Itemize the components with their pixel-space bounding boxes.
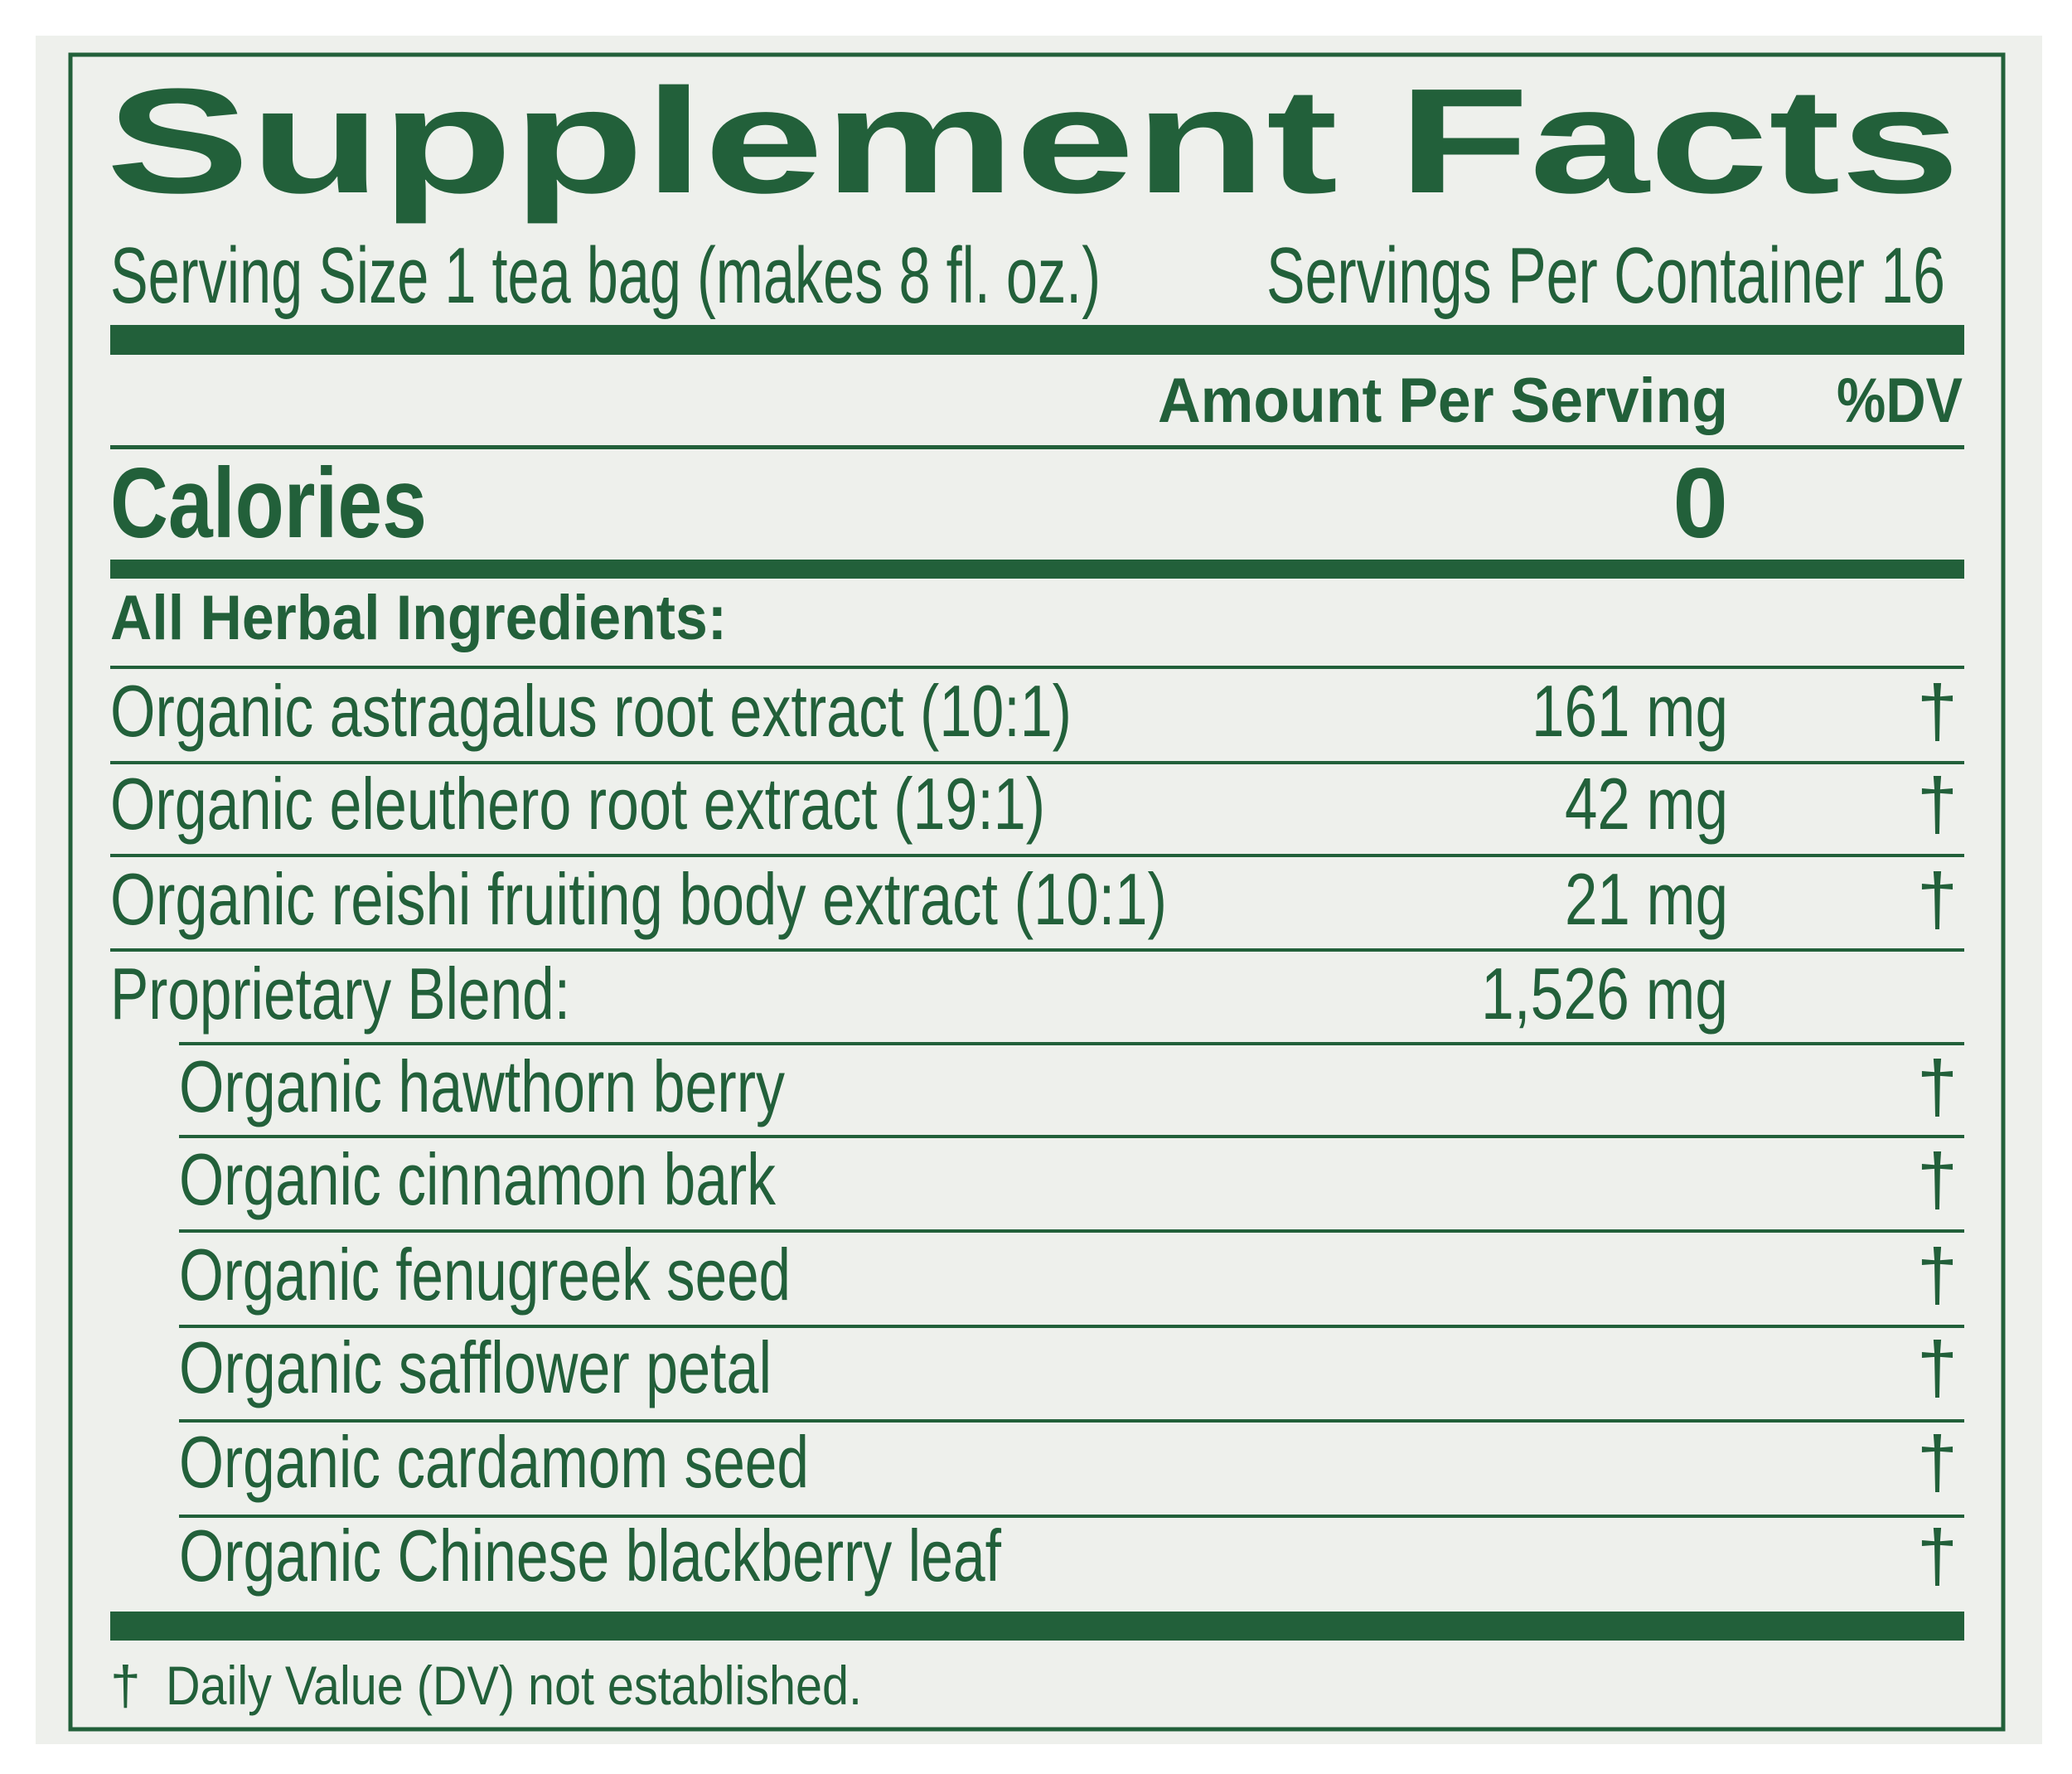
divider: [179, 1419, 1964, 1423]
dv-dagger: †: [1917, 1138, 1958, 1220]
ingredient-name: Organic eleuthero root extract (19:1): [110, 763, 1045, 845]
thick-divider: [110, 1612, 1964, 1641]
label-panel: [36, 36, 2042, 1744]
dv-dagger: †: [1917, 1515, 1958, 1597]
blend-item-row: Organic Chinese blackberry leaf †: [179, 1515, 1958, 1597]
dv-dagger: †: [1917, 1421, 1958, 1503]
blend-item-name: Organic fenugreek seed: [179, 1234, 791, 1316]
serving-size: Serving Size 1 tea bag (makes 8 fl. oz.): [110, 231, 1101, 320]
ingredient-row: Organic eleuthero root extract (19:1) 42…: [110, 763, 1958, 845]
divider: [110, 761, 1964, 764]
dv-dagger: †: [1917, 763, 1958, 845]
calories-label: Calories: [110, 448, 427, 559]
divider: [110, 666, 1964, 669]
footnote-text: Daily Value (DV) not established.: [166, 1655, 862, 1716]
divider: [179, 1135, 1964, 1138]
blend-item-row: Organic fenugreek seed †: [179, 1234, 1958, 1316]
header-daily-value: %DV: [1837, 366, 1963, 436]
ingredient-amount: 42 mg: [1565, 763, 1728, 845]
blend-item-row: Organic safflower petal †: [179, 1326, 1958, 1408]
divider: [179, 1042, 1964, 1045]
ingredient-name: Proprietary Blend:: [110, 952, 570, 1035]
section-heading: All Herbal Ingredients:: [110, 583, 727, 653]
ingredient-amount: 21 mg: [1565, 858, 1728, 940]
divider: [179, 1229, 1964, 1233]
blend-item-name: Organic Chinese blackberry leaf: [179, 1515, 1001, 1597]
divider: [179, 1515, 1964, 1518]
thick-divider: [110, 325, 1964, 355]
dv-dagger: †: [1917, 858, 1958, 940]
label-border: [68, 52, 2006, 1732]
ingredient-amount: 161 mg: [1532, 670, 1728, 752]
blend-item-name: Organic safflower petal: [179, 1326, 772, 1408]
ingredient-row: Organic reishi fruiting body extract (10…: [110, 858, 1958, 940]
blend-item-row: Organic hawthorn berry †: [179, 1045, 1958, 1127]
ingredient-amount: 1,526 mg: [1481, 952, 1728, 1035]
divider: [179, 1325, 1964, 1328]
footnote-dagger: †: [110, 1655, 141, 1716]
label-title: Supplement Facts: [106, 58, 1960, 225]
dv-dagger: †: [1917, 1045, 1958, 1127]
blend-item-row: Organic cinnamon bark †: [179, 1138, 1958, 1220]
header-amount-per-serving: Amount Per Serving: [1158, 366, 1728, 436]
proprietary-blend-row: Proprietary Blend: 1,526 mg: [110, 952, 1728, 1035]
blend-item-name: Organic hawthorn berry: [179, 1045, 785, 1127]
ingredient-name: Organic astragalus root extract (10:1): [110, 670, 1072, 752]
divider: [110, 445, 1964, 449]
calories-value: 0: [1673, 448, 1728, 559]
medium-divider: [110, 560, 1964, 579]
ingredient-name: Organic reishi fruiting body extract (10…: [110, 858, 1167, 940]
blend-item-name: Organic cardamom seed: [179, 1421, 809, 1503]
divider: [110, 948, 1964, 952]
dv-dagger: †: [1917, 1326, 1958, 1408]
dv-dagger: †: [1917, 1234, 1958, 1316]
divider: [110, 854, 1964, 857]
ingredient-row: Organic astragalus root extract (10:1) 1…: [110, 670, 1958, 752]
blend-item-name: Organic cinnamon bark: [179, 1138, 777, 1220]
servings-per-container: Servings Per Container 16: [1266, 231, 1945, 320]
dv-dagger: †: [1917, 670, 1958, 752]
blend-item-row: Organic cardamom seed †: [179, 1421, 1958, 1503]
